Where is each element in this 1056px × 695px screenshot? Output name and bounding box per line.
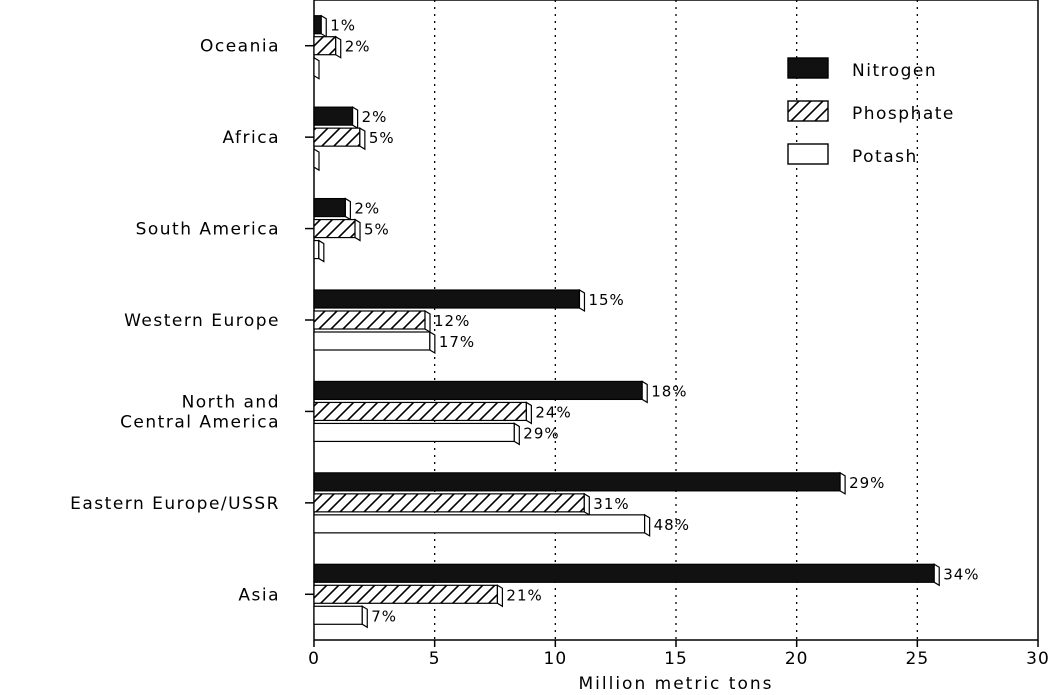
x-tick-label: 30 — [1026, 649, 1050, 669]
bar-potash — [313, 239, 320, 260]
category-label: North and — [182, 392, 280, 412]
bar-end-cap — [513, 422, 520, 446]
bar-percent-label: 5% — [369, 129, 395, 147]
bar-end-cap — [354, 218, 361, 242]
x-tick-label: 15 — [664, 649, 688, 669]
bar-end-cap — [424, 309, 431, 334]
bar-percent-label: 12% — [434, 312, 470, 330]
bar-percent-label: 24% — [535, 403, 571, 421]
bar-potash — [313, 422, 515, 443]
category-label: South America — [136, 220, 280, 240]
legend-label: Potash — [852, 147, 918, 167]
bar-percent-label: 29% — [849, 474, 885, 492]
bar-end-cap — [313, 56, 320, 80]
bar-end-cap — [429, 330, 436, 355]
x-axis-ticks: 0 5 10 15 20 25 30 — [308, 640, 1050, 669]
bar-end-cap — [344, 197, 351, 221]
bar-percent-label: 1% — [330, 17, 356, 35]
bar-percent-label: 17% — [439, 333, 475, 351]
bar-nitrogen — [313, 15, 322, 35]
bar-nitrogen — [313, 197, 346, 218]
category-label: Western Europe — [124, 311, 280, 331]
bar-phosphate — [313, 36, 337, 56]
bar-percent-label: 15% — [588, 291, 624, 309]
legend: Nitrogen Phosphate Potash — [787, 57, 955, 167]
legend-label: Nitrogen — [852, 61, 937, 81]
x-tick-label: 10 — [544, 649, 568, 669]
bar-nitrogen — [313, 380, 643, 401]
bar-end-cap — [320, 14, 327, 38]
bar-potash — [313, 331, 431, 351]
grid-layer — [434, 0, 918, 640]
bar-phosphate — [313, 493, 585, 513]
category-labels: Oceania Africa South America Western Europe… — [70, 37, 314, 605]
bar-end-cap — [318, 239, 325, 263]
bar-end-cap — [361, 605, 368, 629]
bar-end-cap — [335, 35, 342, 59]
bar-end-cap — [313, 148, 320, 172]
bar-end-cap — [933, 563, 940, 587]
x-axis-title: Million metric tons — [579, 674, 774, 694]
x-tick-label: 25 — [906, 649, 930, 669]
bar-end-cap — [644, 513, 651, 537]
bars-layer: 1% 2% 2% 5% 2% 5% 15% 12% 17% 18% 24% 29% 29% 31% 48% 3… — [313, 14, 979, 629]
bar-phosphate — [313, 401, 527, 422]
x-tick-label: 0 — [308, 649, 320, 669]
bar-potash — [313, 605, 363, 625]
category-label: Asia — [238, 585, 280, 605]
bar-end-cap — [641, 380, 648, 404]
bar-percent-label: 18% — [651, 382, 687, 400]
x-tick-label: 5 — [429, 649, 441, 669]
bar-end-cap — [578, 288, 586, 313]
bar-end-cap — [525, 401, 532, 425]
bar-end-cap — [352, 106, 359, 130]
category-label: Oceania — [200, 37, 280, 57]
bar-percent-label: 29% — [523, 424, 559, 442]
bar-end-cap — [583, 492, 590, 516]
bar-phosphate — [313, 584, 499, 604]
bar-end-cap — [839, 471, 846, 495]
bar-phosphate — [313, 310, 426, 330]
bar-percent-label: 2% — [354, 200, 380, 218]
bar-phosphate — [313, 218, 356, 239]
legend-swatch-phosphate — [787, 100, 829, 122]
bar-phosphate — [313, 127, 361, 147]
legend-swatch-nitrogen — [787, 57, 829, 79]
bar-potash — [313, 514, 646, 534]
legend-label: Phosphate — [852, 104, 955, 124]
bar-percent-label: 31% — [593, 495, 629, 513]
x-tick-label: 20 — [785, 649, 809, 669]
bar-percent-label: 2% — [362, 108, 388, 126]
bar-nitrogen — [313, 563, 935, 583]
bar-percent-label: 2% — [345, 38, 371, 56]
category-label: Central America — [120, 412, 280, 432]
bar-percent-label: 5% — [364, 221, 390, 239]
bar-nitrogen — [313, 472, 841, 492]
bar-percent-label: 48% — [654, 516, 690, 534]
category-label: Africa — [223, 128, 281, 148]
bar-end-cap — [496, 584, 504, 608]
category-label: Eastern Europe/USSR — [70, 494, 280, 514]
bar-nitrogen — [313, 106, 354, 126]
legend-swatch-potash — [787, 143, 829, 165]
bar-nitrogen — [313, 289, 581, 309]
bar-end-cap — [359, 127, 366, 151]
bar-percent-label: 21% — [506, 586, 542, 604]
bar-percent-label: 7% — [371, 607, 397, 625]
bar-percent-label: 34% — [943, 565, 979, 583]
